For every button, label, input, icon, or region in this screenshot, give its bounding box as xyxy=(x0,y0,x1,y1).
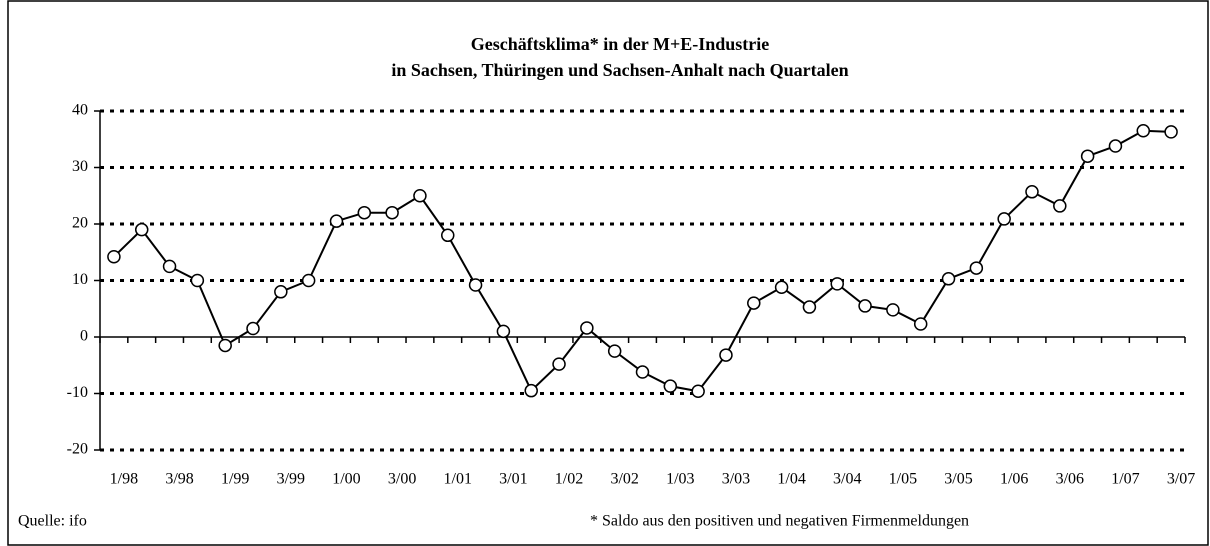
x-tick-label: 1/06 xyxy=(1000,471,1028,488)
marker xyxy=(218,338,232,353)
x-tick-label: 1/98 xyxy=(110,471,138,488)
marker xyxy=(246,321,260,336)
marker xyxy=(134,222,149,237)
marker xyxy=(1080,149,1095,163)
x-tick-label: 3/01 xyxy=(499,471,527,488)
marker xyxy=(107,250,121,264)
x-tick-label: 1/00 xyxy=(332,471,360,488)
marker xyxy=(468,278,483,292)
marker xyxy=(524,383,538,398)
marker xyxy=(858,299,872,313)
marker xyxy=(1108,139,1123,153)
marker xyxy=(774,280,789,295)
x-tick-label: 3/02 xyxy=(610,471,638,488)
line xyxy=(113,129,1172,393)
marker xyxy=(719,348,733,362)
y-tick-label: 20 xyxy=(72,215,88,232)
frame xyxy=(7,0,1209,546)
x-tick-label: 3/04 xyxy=(833,471,861,488)
marker xyxy=(1136,124,1151,138)
source: Quelle: ifo xyxy=(18,513,87,530)
x-tick-label: 1/03 xyxy=(666,471,694,488)
marker xyxy=(1025,185,1039,199)
x-tick-label: 1/05 xyxy=(889,471,917,488)
marker xyxy=(441,228,455,243)
marker xyxy=(969,261,984,275)
footnote: * Saldo aus den positiven und negativen … xyxy=(590,513,969,530)
x-tick-label: 3/98 xyxy=(165,471,193,488)
x-tick-label: 1/04 xyxy=(777,471,805,488)
marker xyxy=(190,273,205,288)
marker xyxy=(830,277,844,291)
marker xyxy=(580,321,594,335)
marker xyxy=(357,205,372,220)
y-tick-label: 10 xyxy=(72,271,88,288)
x-tick-label: 1/07 xyxy=(1111,471,1139,488)
marker xyxy=(301,273,316,288)
marker xyxy=(747,296,761,310)
marker xyxy=(496,324,511,339)
marker xyxy=(385,205,399,220)
y-tick-label: -20 xyxy=(67,441,88,458)
y-tick-label: 0 xyxy=(80,328,88,345)
x-tick-label: 3/06 xyxy=(1056,471,1084,488)
marker xyxy=(413,189,427,203)
marker xyxy=(274,285,288,299)
y-tick-label: -10 xyxy=(67,384,88,401)
y-tick-label: 40 xyxy=(72,102,88,119)
marker xyxy=(162,259,177,274)
marker xyxy=(663,379,678,393)
chart-subtitle: in Sachsen, Thüringen und Sachsen-Anhalt… xyxy=(391,60,848,80)
x-tick-label: 3/03 xyxy=(722,471,750,488)
x-tick-label: 3/00 xyxy=(388,471,416,488)
chart-title: Geschäftsklima* in der M+E-Industrie xyxy=(471,34,769,54)
marker xyxy=(886,303,900,317)
marker xyxy=(552,357,566,371)
marker xyxy=(635,365,650,379)
x-tick-label: 3/07 xyxy=(1167,471,1195,488)
y-tick-label: 30 xyxy=(72,158,88,175)
x-tick-label: 3/99 xyxy=(277,471,305,488)
marker xyxy=(941,272,956,286)
marker xyxy=(802,300,817,314)
marker xyxy=(997,212,1011,226)
marker xyxy=(691,384,705,398)
marker xyxy=(1164,125,1178,139)
x-tick-label: 3/05 xyxy=(944,471,972,488)
marker xyxy=(1053,199,1067,213)
marker xyxy=(329,214,344,228)
x-tick-label: 1/99 xyxy=(221,471,249,488)
x-tick-label: 1/02 xyxy=(555,471,583,488)
x-tick-label: 1/01 xyxy=(444,471,472,488)
marker xyxy=(913,317,928,331)
marker xyxy=(607,344,622,358)
